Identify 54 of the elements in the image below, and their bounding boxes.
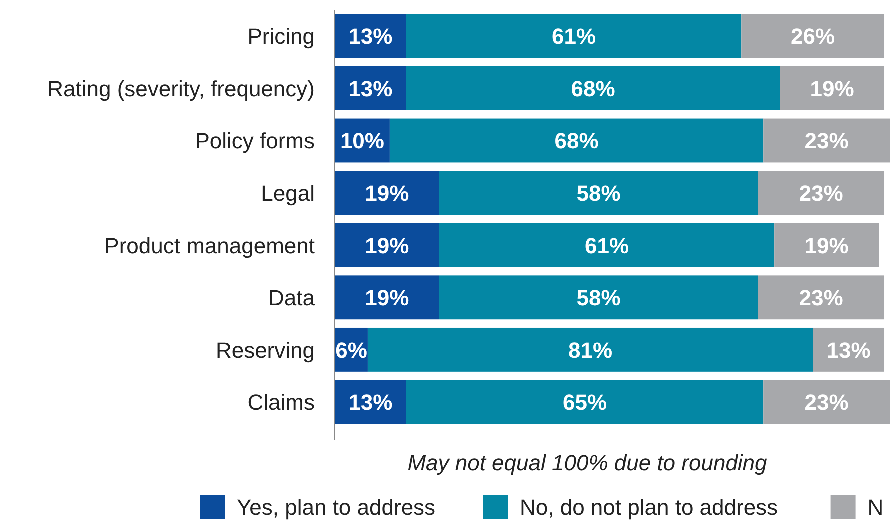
y-tick-label: Reserving	[216, 338, 315, 363]
bar	[758, 276, 885, 320]
data-label: 23%	[799, 180, 844, 206]
data-label: 13%	[348, 390, 393, 416]
data-label: 19%	[804, 233, 849, 258]
bar	[406, 380, 764, 424]
data-label: 13%	[348, 76, 393, 102]
data-label: 23%	[804, 390, 849, 416]
y-tick-label: Pricing	[248, 24, 315, 50]
legend-label: N	[868, 494, 884, 520]
data-label: 58%	[576, 180, 621, 206]
bar	[764, 118, 890, 163]
y-tick-label: Claims	[248, 390, 315, 416]
y-tick-label: Product management	[104, 233, 315, 258]
bar	[335, 171, 440, 216]
data-label: 6%	[336, 338, 368, 363]
data-label: 23%	[799, 286, 844, 311]
bar	[335, 276, 440, 320]
data-label: 68%	[571, 76, 616, 102]
bar	[406, 66, 780, 110]
y-tick-label: Data	[268, 286, 316, 311]
bar	[439, 276, 758, 320]
bar	[439, 171, 758, 216]
data-label: 19%	[810, 76, 854, 102]
legend-label: Yes, plan to address	[237, 494, 436, 520]
y-tick-label: Policy forms	[195, 128, 315, 154]
legend-label: No, do not plan to address	[520, 494, 778, 520]
bar	[742, 14, 885, 58]
bar	[390, 118, 764, 163]
data-label: 13%	[826, 338, 871, 363]
bar	[439, 223, 775, 268]
data-label: 19%	[365, 180, 410, 206]
data-label: 65%	[563, 390, 608, 416]
data-label: 61%	[552, 24, 596, 50]
bar	[764, 380, 890, 424]
bar	[335, 223, 440, 268]
data-label: 68%	[554, 128, 599, 154]
data-label: 19%	[365, 286, 410, 311]
bar	[774, 223, 880, 268]
bar	[406, 14, 742, 58]
data-label: 58%	[576, 286, 621, 311]
y-tick-label: Legal	[261, 180, 315, 206]
bar	[758, 171, 885, 216]
data-label: 81%	[568, 338, 613, 363]
data-label: 13%	[348, 24, 393, 50]
data-label: 26%	[791, 24, 836, 50]
bar	[780, 66, 885, 110]
bar	[368, 328, 814, 372]
data-label: 23%	[804, 128, 849, 154]
text: May not equal 100% due to rounding	[408, 450, 768, 476]
data-label: 10%	[340, 128, 384, 154]
data-label: 19%	[365, 233, 410, 258]
data-label: 61%	[584, 233, 630, 258]
y-tick-label: Rating (severity, frequency)	[48, 76, 315, 102]
